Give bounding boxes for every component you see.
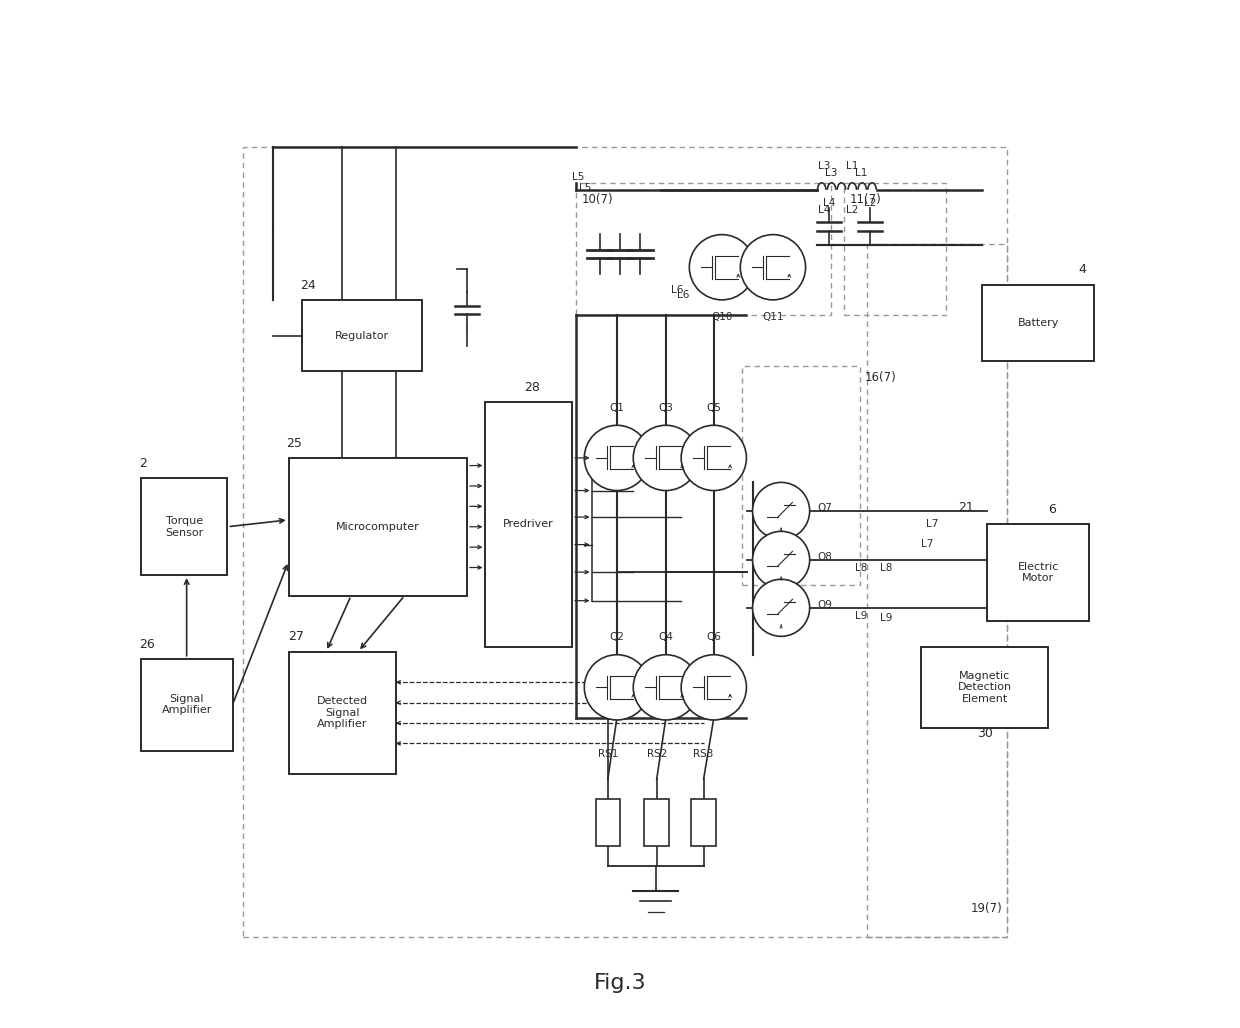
- Text: Q1: Q1: [610, 403, 625, 413]
- Bar: [485, 402, 572, 647]
- Text: L5: L5: [572, 172, 584, 182]
- Bar: [141, 478, 227, 576]
- Circle shape: [681, 426, 746, 490]
- Text: 28: 28: [525, 380, 541, 394]
- Text: Torque
Sensor: Torque Sensor: [165, 516, 203, 538]
- Text: Q9: Q9: [818, 600, 833, 610]
- Bar: [987, 524, 1089, 621]
- Text: Microcomputer: Microcomputer: [336, 522, 419, 531]
- Bar: [289, 457, 467, 595]
- Text: 11(7): 11(7): [849, 193, 882, 206]
- Text: L3: L3: [825, 168, 837, 178]
- Bar: [844, 183, 946, 316]
- Text: 21: 21: [959, 501, 975, 514]
- Text: L3: L3: [817, 161, 830, 172]
- Circle shape: [689, 234, 755, 300]
- Text: Magnetic
Detection
Element: Magnetic Detection Element: [957, 670, 1012, 704]
- Text: Q8: Q8: [818, 552, 833, 562]
- Text: Detected
Signal
Amplifier: Detected Signal Amplifier: [316, 696, 368, 730]
- Bar: [577, 183, 831, 316]
- Text: 10(7): 10(7): [582, 193, 613, 206]
- Text: L5: L5: [579, 183, 591, 192]
- Bar: [867, 244, 1007, 938]
- Text: L6: L6: [671, 285, 683, 295]
- Text: L6: L6: [677, 290, 689, 300]
- Text: 6: 6: [1048, 503, 1056, 516]
- Text: Predriver: Predriver: [503, 519, 554, 529]
- Text: RS1: RS1: [598, 748, 618, 759]
- Text: 27: 27: [289, 630, 305, 644]
- Text: L4: L4: [817, 206, 830, 215]
- Text: Signal
Amplifier: Signal Amplifier: [161, 694, 212, 715]
- Text: 24: 24: [300, 279, 315, 292]
- Bar: [595, 799, 620, 846]
- Text: L4: L4: [823, 198, 836, 208]
- Text: Q2: Q2: [610, 632, 625, 642]
- Text: 30: 30: [977, 728, 993, 740]
- Bar: [645, 799, 668, 846]
- Text: L7: L7: [926, 519, 939, 529]
- Circle shape: [681, 655, 746, 720]
- Text: 2: 2: [139, 457, 146, 470]
- Text: 4: 4: [1079, 263, 1086, 277]
- Text: L8: L8: [854, 563, 867, 573]
- Text: Q7: Q7: [818, 503, 833, 513]
- Text: L9: L9: [854, 611, 867, 621]
- Text: 26: 26: [139, 637, 155, 651]
- Bar: [692, 799, 715, 846]
- Bar: [243, 147, 1007, 938]
- Text: Q4: Q4: [658, 632, 673, 642]
- Bar: [301, 300, 422, 371]
- Text: L2: L2: [863, 198, 875, 208]
- Text: L8: L8: [880, 563, 893, 573]
- Text: L2: L2: [846, 206, 858, 215]
- Circle shape: [634, 655, 698, 720]
- Circle shape: [584, 655, 650, 720]
- Text: 16(7): 16(7): [864, 371, 897, 384]
- Text: Q10: Q10: [712, 313, 733, 322]
- Text: Regulator: Regulator: [335, 331, 389, 340]
- Text: RS2: RS2: [646, 748, 667, 759]
- Text: L9: L9: [880, 613, 893, 623]
- Circle shape: [753, 531, 810, 588]
- Text: Battery: Battery: [1017, 318, 1059, 328]
- Text: Q3: Q3: [658, 403, 673, 413]
- Circle shape: [584, 426, 650, 490]
- Circle shape: [753, 579, 810, 636]
- Text: L1: L1: [846, 161, 858, 172]
- Bar: [921, 647, 1048, 728]
- Text: 25: 25: [286, 437, 303, 450]
- Circle shape: [753, 482, 810, 540]
- Text: Fig.3: Fig.3: [594, 974, 646, 993]
- Text: Electric
Motor: Electric Motor: [1017, 562, 1059, 584]
- Circle shape: [634, 426, 698, 490]
- Bar: [141, 659, 233, 750]
- Bar: [289, 652, 396, 774]
- Text: Q5: Q5: [707, 403, 722, 413]
- Text: 19(7): 19(7): [971, 903, 1002, 915]
- Bar: [982, 285, 1094, 361]
- Text: RS3: RS3: [693, 748, 714, 759]
- Text: Q6: Q6: [707, 632, 722, 642]
- Bar: [743, 366, 859, 585]
- Text: Q11: Q11: [763, 313, 784, 322]
- Text: L1: L1: [856, 168, 868, 178]
- Text: L7: L7: [921, 539, 934, 549]
- Circle shape: [740, 234, 806, 300]
